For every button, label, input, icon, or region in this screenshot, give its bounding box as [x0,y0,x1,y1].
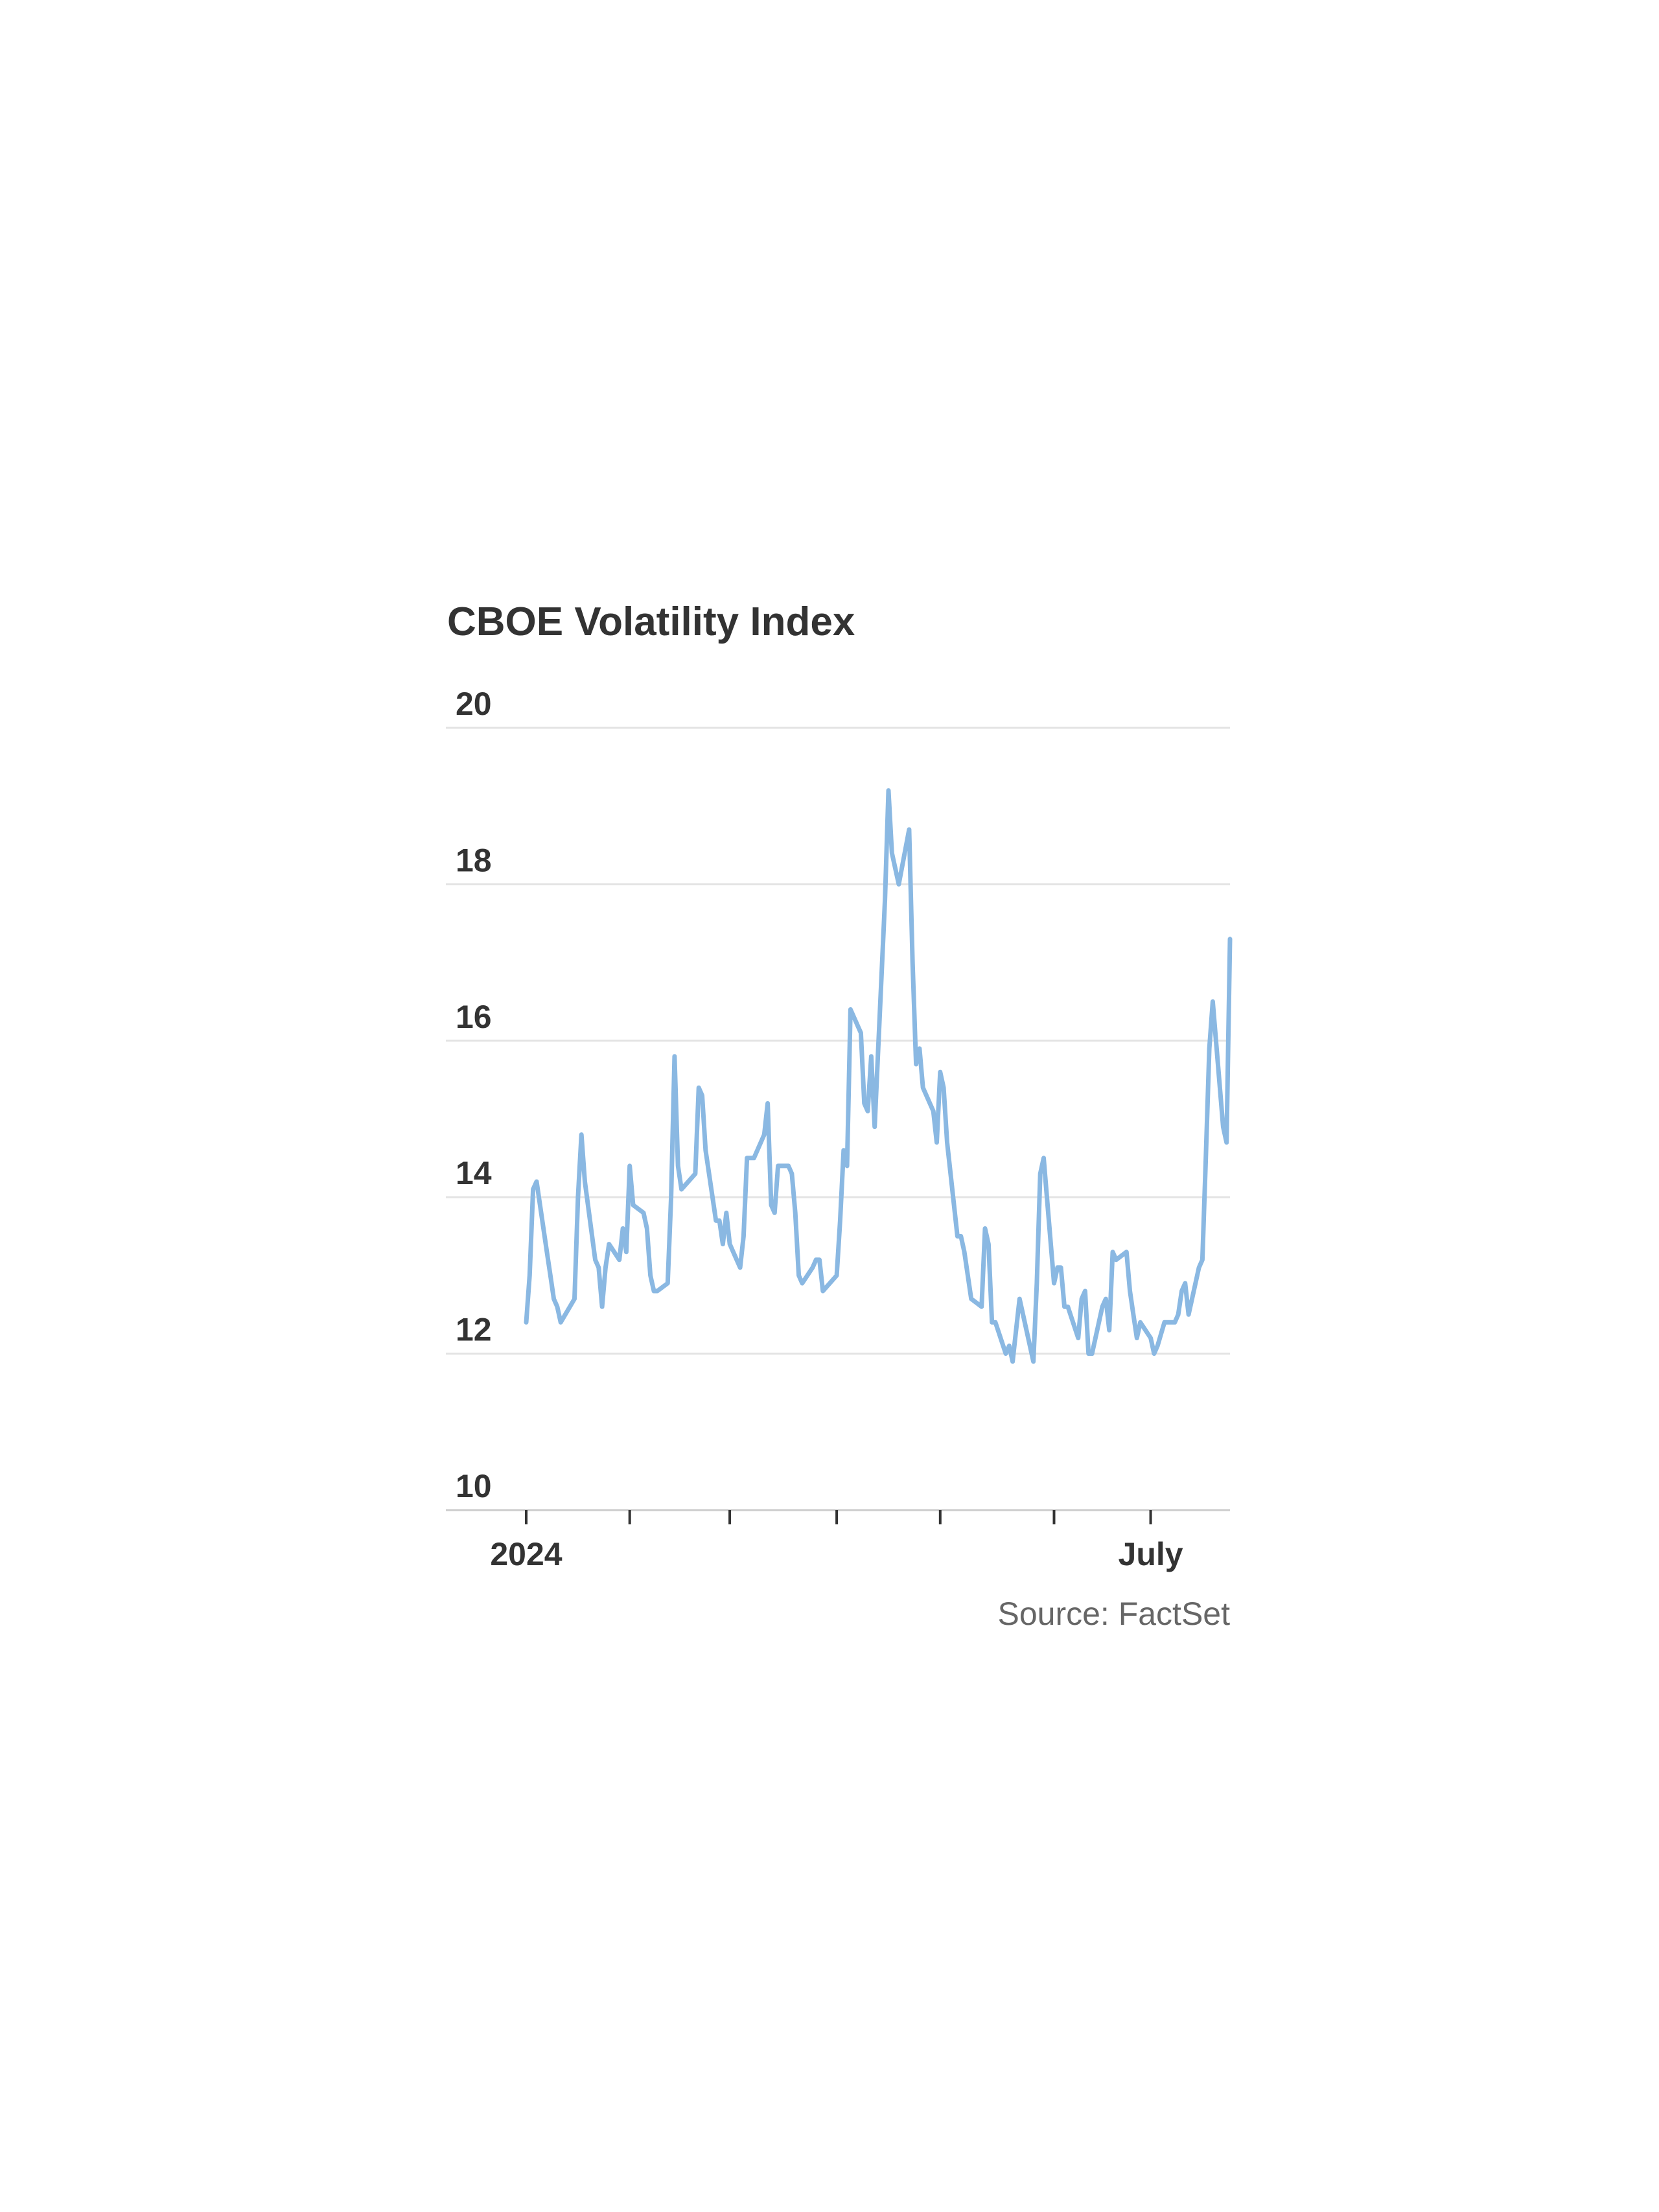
y-axis: 20 18 16 14 12 10 [456,686,492,1504]
y-tick-label: 16 [456,999,492,1035]
y-tick-label: 12 [456,1312,492,1348]
x-tick-label: July [1119,1536,1183,1572]
series-line-0 [524,788,1233,1364]
gridlines [446,727,1230,1511]
y-tick-label: 20 [456,686,492,722]
x-tick-label: 2024 [490,1536,562,1572]
source-note: Source: FactSet [998,1596,1231,1632]
chart-title: CBOE Volatility Index [447,600,855,644]
y-tick-label: 14 [456,1155,492,1191]
series-group [524,788,1233,1364]
y-tick-label: 18 [456,842,492,878]
x-axis: 2024 July [490,1510,1183,1572]
y-tick-label: 10 [456,1468,492,1504]
